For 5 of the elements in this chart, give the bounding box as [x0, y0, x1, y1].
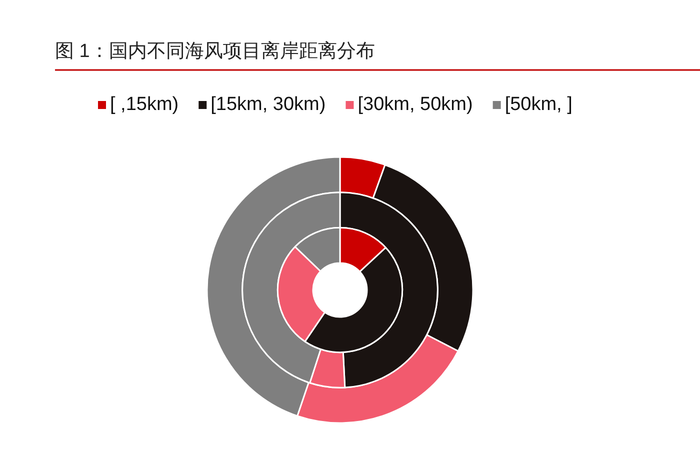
legend-label: [30km, 50km)	[358, 94, 473, 115]
chart-title: 图 1：国内不同海风项目离岸距离分布	[55, 40, 375, 62]
legend-label: [50km, ]	[504, 94, 572, 115]
legend-label: [15km, 30km)	[210, 94, 326, 115]
legend-label: [ ,15km)	[110, 94, 179, 115]
